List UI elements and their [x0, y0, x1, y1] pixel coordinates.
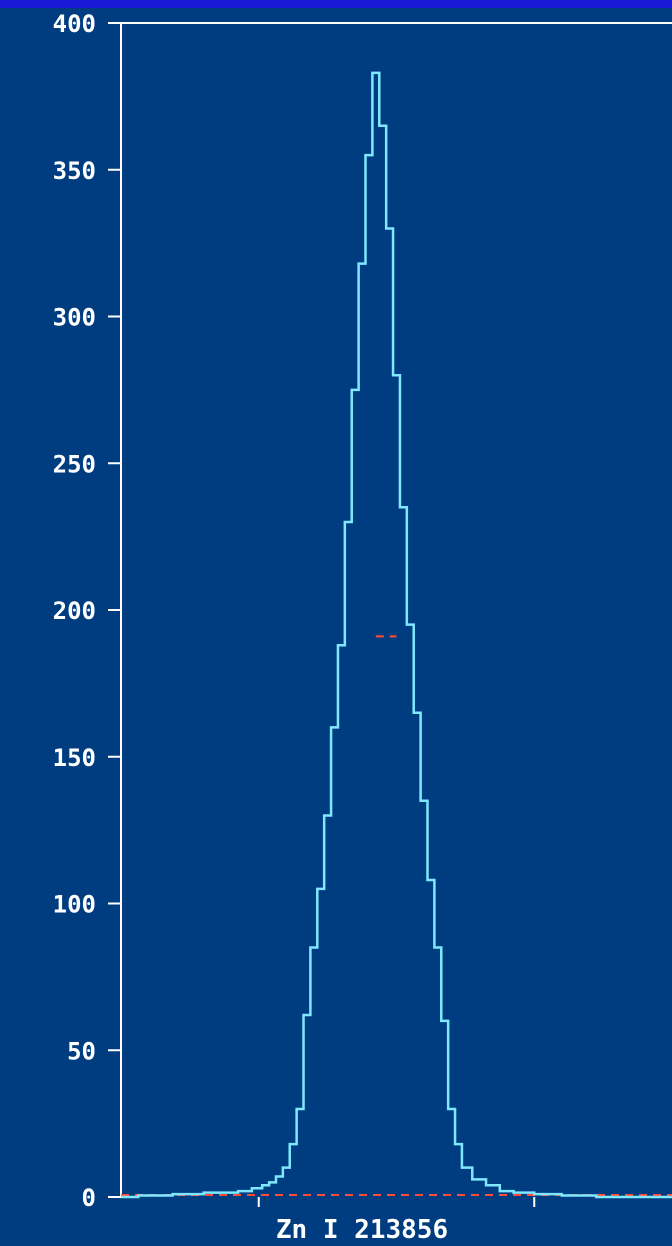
x-axis-label: Zn I 213856 [276, 1215, 448, 1245]
y-tick-label: 50 [67, 1037, 96, 1065]
y-tick-label: 100 [53, 891, 96, 919]
reference-lines [121, 635, 672, 1196]
y-tick-label: 250 [53, 450, 96, 478]
y-axis-ticks: 0 50 100 150 200 250 300 350 400 [53, 10, 121, 1212]
page-band [0, 0, 672, 8]
y-tick-label: 0 [82, 1184, 96, 1212]
series-line [121, 71, 672, 1199]
y-tick-label: 200 [53, 597, 96, 625]
y-tick-label: 300 [53, 304, 96, 332]
x-axis-ticks [257, 1197, 536, 1207]
plot-background [0, 8, 672, 1246]
y-tick-label: 150 [53, 744, 96, 772]
y-tick-label: 400 [53, 10, 96, 38]
y-tick-label: 350 [53, 157, 96, 185]
series-layer [121, 71, 672, 1199]
